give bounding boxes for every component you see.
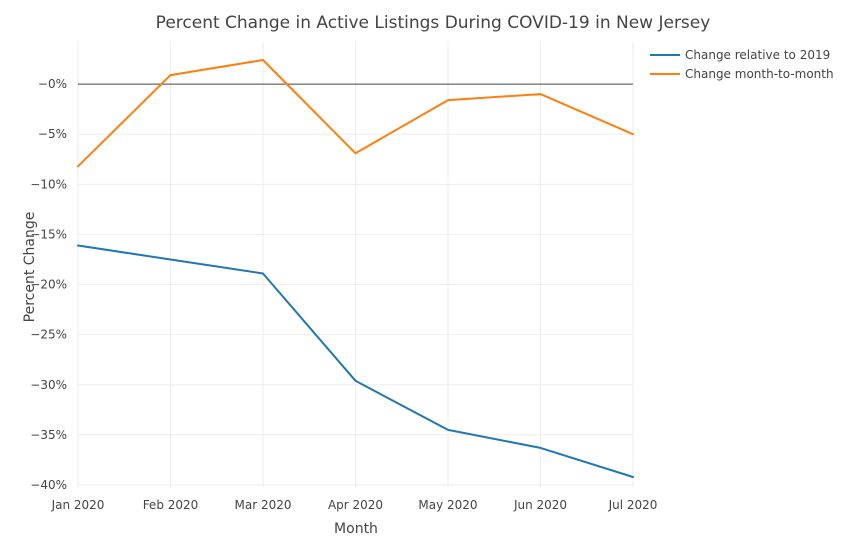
- x-tick-label: Jul 2020: [608, 498, 658, 512]
- x-axis-label: Month: [334, 521, 378, 537]
- y-tick-label: −15%: [30, 227, 67, 241]
- legend-item-change-relative-to-2019[interactable]: Change relative to 2019: [650, 48, 830, 62]
- legend-item-change-month-to-month[interactable]: Change month-to-month: [650, 67, 834, 81]
- y-tick-label: −40%: [30, 478, 67, 492]
- x-tick-label: Apr 2020: [328, 498, 383, 512]
- series-lines: [77, 59, 634, 478]
- legend-label: Change relative to 2019: [685, 48, 830, 62]
- y-tick-label: −30%: [30, 378, 67, 392]
- legend-label: Change month-to-month: [685, 67, 834, 81]
- legend[interactable]: Change relative to 2019 Change month-to-…: [650, 48, 834, 81]
- x-axis-ticks: Jan 2020 Feb 2020 Mar 2020 Apr 2020 May 2020…: [51, 498, 658, 512]
- x-tick-label: May 2020: [418, 498, 477, 512]
- y-tick-label: −5%: [38, 127, 67, 141]
- x-tick-label: Jun 2020: [513, 498, 567, 512]
- series-line-change-relative-to-2019[interactable]: [77, 244, 634, 478]
- y-tick-label: −10%: [30, 177, 67, 191]
- chart-title: Percent Change in Active Listings During…: [156, 13, 711, 33]
- grid: [77, 41, 634, 487]
- x-tick-label: Feb 2020: [143, 498, 199, 512]
- y-tick-label: −25%: [30, 328, 67, 342]
- y-axis-label: Percent Change: [22, 212, 38, 323]
- y-tick-label: −20%: [30, 278, 67, 292]
- x-tick-label: Mar 2020: [235, 498, 292, 512]
- series-line-change-month-to-month[interactable]: [77, 59, 634, 168]
- y-axis-ticks: −0% −5% −10% −15% −20% −25% −30% −35% −40%: [30, 77, 67, 492]
- y-tick-label: −35%: [30, 428, 67, 442]
- x-tick-label: Jan 2020: [51, 498, 105, 512]
- y-tick-label: −0%: [38, 77, 67, 91]
